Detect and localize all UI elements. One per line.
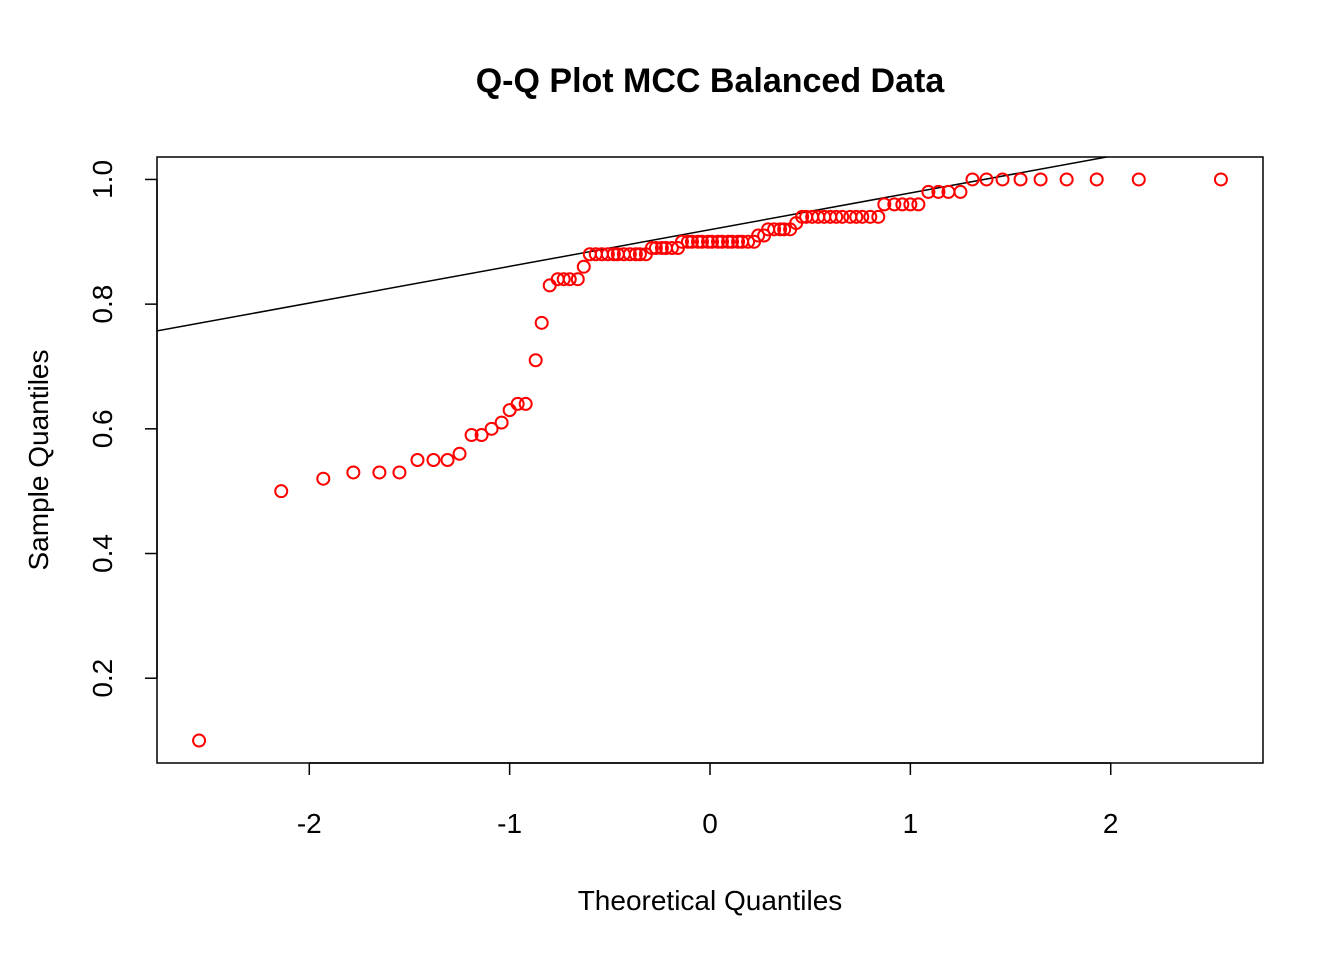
data-point — [721, 234, 736, 249]
data-point — [556, 272, 571, 287]
data-point — [725, 234, 740, 249]
data-point — [274, 484, 289, 499]
data-point — [995, 172, 1010, 187]
data-point — [484, 421, 499, 436]
data-point — [795, 209, 810, 224]
data-point — [895, 197, 910, 212]
data-point — [316, 471, 331, 486]
data-point — [767, 222, 782, 237]
data-point — [576, 259, 591, 274]
data-point — [849, 209, 864, 224]
x-tick-label: -2 — [297, 808, 322, 839]
x-axis-label: Theoretical Quantiles — [578, 885, 843, 916]
data-point — [372, 465, 387, 480]
data-point — [694, 234, 709, 249]
data-point — [1033, 172, 1048, 187]
data-point — [1213, 172, 1228, 187]
data-point — [464, 428, 479, 443]
data-point — [777, 222, 792, 237]
data-points — [192, 172, 1228, 748]
data-point — [829, 209, 844, 224]
data-point — [911, 197, 926, 212]
data-point — [921, 184, 936, 199]
data-point — [1013, 172, 1028, 187]
data-point — [871, 209, 886, 224]
data-point — [1089, 172, 1104, 187]
data-point — [518, 396, 533, 411]
x-tick-label: 2 — [1103, 808, 1119, 839]
data-point — [674, 234, 689, 249]
data-point — [644, 241, 659, 256]
data-point — [542, 278, 557, 293]
data-point — [1131, 172, 1146, 187]
data-point — [600, 247, 615, 262]
data-point — [705, 234, 720, 249]
data-point — [887, 197, 902, 212]
data-point — [474, 428, 489, 443]
data-point — [528, 353, 543, 368]
y-tick-label: 1.0 — [87, 160, 118, 199]
data-point — [751, 228, 766, 243]
y-axis: 0.2 0.4 0.6 0.8 1.0 — [87, 160, 158, 698]
data-point — [654, 241, 669, 256]
data-point — [392, 465, 407, 480]
y-axis-label: Sample Quantiles — [23, 349, 54, 570]
y-tick-label: 0.4 — [87, 534, 118, 573]
x-tick-label: -1 — [497, 808, 522, 839]
data-point — [570, 272, 585, 287]
x-axis: -2 -1 0 1 2 — [297, 762, 1119, 839]
data-point — [346, 465, 361, 480]
y-tick-label: 0.2 — [87, 659, 118, 698]
data-point — [731, 234, 746, 249]
data-point — [773, 222, 788, 237]
data-point — [680, 234, 695, 249]
x-tick-label: 0 — [702, 808, 718, 839]
data-point — [1059, 172, 1074, 187]
data-point — [715, 234, 730, 249]
data-point — [502, 403, 517, 418]
data-point — [562, 272, 577, 287]
data-point — [664, 241, 679, 256]
data-point — [855, 209, 870, 224]
data-point — [606, 247, 621, 262]
data-point — [534, 315, 549, 330]
data-point — [628, 247, 643, 262]
data-point — [426, 453, 441, 467]
data-point — [863, 209, 878, 224]
data-point — [877, 197, 892, 212]
data-point — [452, 446, 467, 461]
data-point — [903, 197, 918, 212]
data-point — [648, 241, 663, 256]
data-point — [192, 733, 207, 748]
data-point — [700, 234, 715, 249]
data-point — [741, 234, 756, 249]
data-point — [931, 184, 946, 199]
data-point — [632, 247, 647, 262]
data-point — [410, 453, 425, 467]
data-point — [684, 234, 699, 249]
data-point — [510, 396, 525, 411]
data-point — [835, 209, 850, 224]
y-tick-label: 0.6 — [87, 409, 118, 448]
y-tick-label: 0.8 — [87, 285, 118, 324]
data-point — [440, 453, 455, 467]
data-point — [953, 184, 968, 199]
data-point — [494, 415, 509, 430]
x-tick-label: 1 — [903, 808, 919, 839]
data-point — [965, 172, 980, 187]
data-point — [690, 234, 705, 249]
data-point — [979, 172, 994, 187]
data-point — [622, 247, 637, 262]
data-point — [711, 234, 726, 249]
reference-line — [157, 157, 1107, 332]
chart-title: Q-Q Plot MCC Balanced Data — [476, 62, 946, 100]
